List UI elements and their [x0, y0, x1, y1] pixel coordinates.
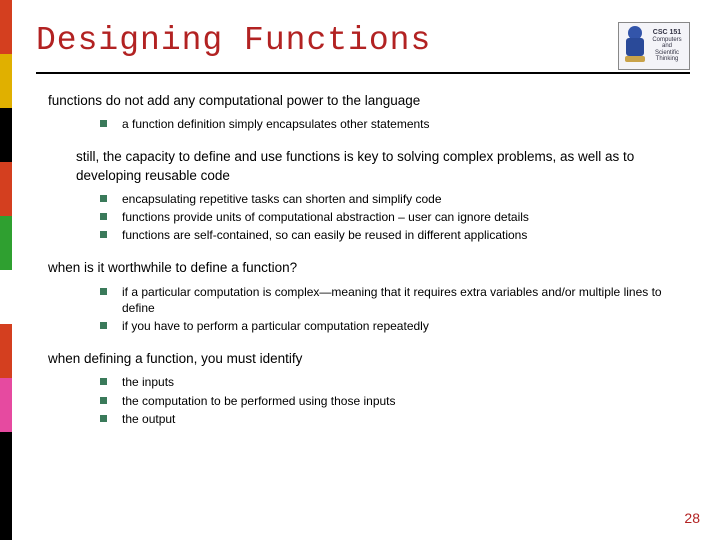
bullet-item: the output — [100, 411, 690, 427]
page-number: 28 — [684, 510, 700, 526]
left-color-bar — [0, 0, 12, 540]
section: when is it worthwhile to define a functi… — [36, 259, 690, 334]
bullet-list: encapsulating repetitive tasks can short… — [100, 191, 690, 244]
section: when defining a function, you must ident… — [36, 350, 690, 427]
slide-title: Designing Functions — [36, 22, 431, 59]
bullet-item: if a particular computation is complex—m… — [100, 284, 690, 316]
slide: Designing Functions CSC 151 Computers an… — [12, 0, 720, 540]
section: functions do not add any computational p… — [36, 92, 690, 132]
bullet-list: if a particular computation is complex—m… — [100, 284, 690, 335]
section-text: still, the capacity to define and use fu… — [76, 148, 690, 184]
bullet-item: the computation to be performed using th… — [100, 393, 690, 409]
bullet-item: functions provide units of computational… — [100, 209, 690, 225]
bullet-item: if you have to perform a particular comp… — [100, 318, 690, 334]
bullet-item: a function definition simply encapsulate… — [100, 116, 690, 132]
title-row: Designing Functions CSC 151 Computers an… — [36, 22, 690, 74]
section-text: when defining a function, you must ident… — [48, 350, 690, 368]
section-text: when is it worthwhile to define a functi… — [48, 259, 690, 277]
slide-content: functions do not add any computational p… — [36, 92, 690, 427]
section: still, the capacity to define and use fu… — [36, 148, 690, 243]
bullet-item: the inputs — [100, 374, 690, 390]
course-logo: CSC 151 Computers and Scientific Thinkin… — [618, 22, 690, 70]
bullet-list: a function definition simply encapsulate… — [100, 116, 690, 132]
bullet-item: functions are self-contained, so can eas… — [100, 227, 690, 243]
bullet-item: encapsulating repetitive tasks can short… — [100, 191, 690, 207]
logo-text: CSC 151 Computers and Scientific Thinkin… — [648, 29, 686, 63]
mascot-icon — [622, 26, 648, 66]
section-text: functions do not add any computational p… — [48, 92, 690, 110]
bullet-list: the inputs the computation to be performe… — [100, 374, 690, 427]
